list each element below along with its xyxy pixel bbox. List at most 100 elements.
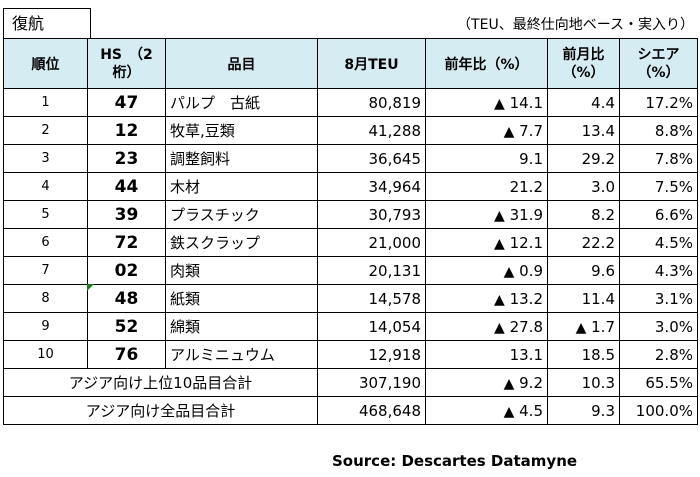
- yoy-cell: 13.1: [425, 340, 548, 369]
- teu-cell: 41,288: [317, 116, 426, 145]
- rank-cell: 10: [3, 340, 88, 369]
- hs-code-cell: 39: [87, 200, 166, 229]
- total-yoy-cell: ▲ 4.5: [425, 396, 548, 425]
- rank-cell: 5: [3, 200, 88, 229]
- comment-marker-icon: [87, 284, 94, 291]
- header-teu: 8月TEU: [317, 38, 426, 89]
- item-cell: 肉類: [165, 256, 318, 285]
- share-cell: 3.0%: [619, 312, 698, 341]
- table-row: 4 44 木材 34,964 21.2 3.0 7.5%: [3, 172, 698, 201]
- mom-cell: 4.4: [547, 88, 620, 117]
- yoy-cell: ▲ 14.1: [425, 88, 548, 117]
- mom-cell: 29.2: [547, 144, 620, 173]
- yoy-cell: 21.2: [425, 172, 548, 201]
- item-cell: 牧草,豆類: [165, 116, 318, 145]
- total-teu-cell: 307,190: [317, 368, 426, 397]
- mom-cell: 3.0: [547, 172, 620, 201]
- share-cell: 2.8%: [619, 340, 698, 369]
- hs-code-cell: 02: [87, 256, 166, 285]
- yoy-cell-value: 9.1: [519, 149, 543, 168]
- table-row: 8 48 紙類 14,578 ▲ 13.2 11.4 3.1%: [3, 284, 698, 313]
- decrease-triangle-icon: ▲: [494, 291, 505, 308]
- yoy-cell: ▲ 27.8: [425, 312, 548, 341]
- mom-cell-value: 11.4: [581, 289, 615, 308]
- total-mom-cell: 9.3: [547, 396, 620, 425]
- mom-cell-value: 4.4: [591, 93, 615, 112]
- total-mom-cell-value: 9.3: [591, 401, 615, 420]
- mom-cell: 11.4: [547, 284, 620, 313]
- total-share-cell: 100.0%: [619, 396, 698, 425]
- share-cell: 4.3%: [619, 256, 698, 285]
- hs-code-cell: 52: [87, 312, 166, 341]
- hs-code-cell: 72: [87, 228, 166, 257]
- mom-cell-value: 8.2: [591, 205, 615, 224]
- rank-cell: 6: [3, 228, 88, 257]
- teu-cell: 21,000: [317, 228, 426, 257]
- mom-cell-value: 1.7: [591, 317, 615, 336]
- mom-cell: 22.2: [547, 228, 620, 257]
- table-row: 7 02 肉類 20,131 ▲ 0.9 9.6 4.3%: [3, 256, 698, 285]
- yoy-cell-value: 7.7: [519, 121, 543, 140]
- mom-cell-value: 18.5: [581, 345, 615, 364]
- header-rank: 順位: [3, 38, 88, 89]
- teu-cell: 14,054: [317, 312, 426, 341]
- tab-label: 復航: [3, 8, 91, 38]
- decrease-triangle-icon: ▲: [575, 319, 587, 336]
- hs-code-cell: 47: [87, 88, 166, 117]
- mom-cell-value: 22.2: [581, 233, 615, 252]
- decrease-triangle-icon: ▲: [503, 375, 515, 392]
- share-cell: 7.8%: [619, 144, 698, 173]
- teu-cell: 30,793: [317, 200, 426, 229]
- decrease-triangle-icon: ▲: [494, 207, 505, 224]
- rank-cell: 4: [3, 172, 88, 201]
- table-row: 1 47 パルプ 古紙 80,819 ▲ 14.1 4.4 17.2%: [3, 88, 698, 117]
- header-yoy: 前年比（%）: [425, 38, 548, 89]
- teu-cell: 80,819: [317, 88, 426, 117]
- rank-cell: 7: [3, 256, 88, 285]
- yoy-cell-value: 13.2: [509, 289, 543, 308]
- yoy-cell-value: 12.1: [509, 233, 543, 252]
- table-row: 10 76 アルミニュウム 12,918 13.1 18.5 2.8%: [3, 340, 698, 369]
- yoy-cell-value: 27.8: [509, 317, 543, 336]
- hs-code-cell: 76: [87, 340, 166, 369]
- teu-cell: 34,964: [317, 172, 426, 201]
- item-cell: プラスチック: [165, 200, 318, 229]
- mom-cell-value: 13.4: [581, 121, 615, 140]
- mom-cell: 13.4: [547, 116, 620, 145]
- header-share: シエア（%）: [619, 38, 698, 89]
- decrease-triangle-icon: ▲: [494, 235, 505, 252]
- decrease-triangle-icon: ▲: [503, 263, 515, 280]
- total-share-cell: 65.5%: [619, 368, 698, 397]
- item-cell: 紙類: [165, 284, 318, 313]
- yoy-cell-value: 13.1: [509, 345, 543, 364]
- mom-cell: ▲ 1.7: [547, 312, 620, 341]
- rank-cell: 8: [3, 284, 88, 313]
- teu-cell: 20,131: [317, 256, 426, 285]
- total-mom-cell-value: 10.3: [581, 373, 615, 392]
- table-row: 9 52 綿類 14,054 ▲ 27.8 ▲ 1.7 3.0%: [3, 312, 698, 341]
- yoy-cell-value: 21.2: [509, 177, 543, 196]
- mom-cell: 18.5: [547, 340, 620, 369]
- yoy-cell: ▲ 31.9: [425, 200, 548, 229]
- hs-code-cell: 44: [87, 172, 166, 201]
- decrease-triangle-icon: ▲: [503, 123, 515, 140]
- total-teu-cell: 468,648: [317, 396, 426, 425]
- share-cell: 3.1%: [619, 284, 698, 313]
- yoy-cell: ▲ 12.1: [425, 228, 548, 257]
- header-hs: HS （2桁）: [87, 38, 166, 89]
- yoy-cell-value: 0.9: [519, 261, 543, 280]
- yoy-cell: ▲ 13.2: [425, 284, 548, 313]
- table-row: 2 12 牧草,豆類 41,288 ▲ 7.7 13.4 8.8%: [3, 116, 698, 145]
- table-row: 5 39 プラスチック 30,793 ▲ 31.9 8.2 6.6%: [3, 200, 698, 229]
- item-cell: パルプ 古紙: [165, 88, 318, 117]
- item-cell: 調整飼料: [165, 144, 318, 173]
- mom-cell-value: 29.2: [581, 149, 615, 168]
- ranking-table: 順位 HS （2桁） 品目 8月TEU 前年比（%） 前月比（%） シエア（%）…: [3, 38, 698, 425]
- teu-cell: 12,918: [317, 340, 426, 369]
- decrease-triangle-icon: ▲: [503, 403, 515, 420]
- total-row: アジア向け上位10品目合計 307,190 ▲ 9.2 10.3 65.5%: [3, 368, 698, 397]
- share-cell: 17.2%: [619, 88, 698, 117]
- mom-cell-value: 9.6: [591, 261, 615, 280]
- decrease-triangle-icon: ▲: [494, 95, 505, 112]
- total-yoy-cell-value: 9.2: [519, 373, 543, 392]
